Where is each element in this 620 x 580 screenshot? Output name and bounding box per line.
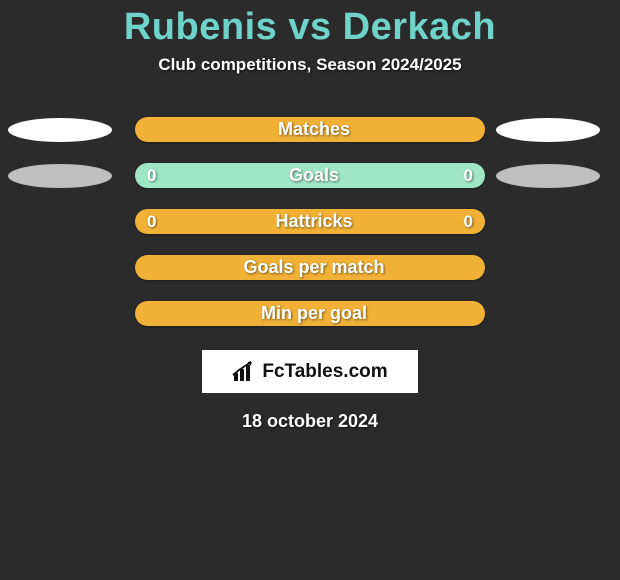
bar-chart-icon	[232, 361, 258, 383]
stat-row-goals: 0 Goals 0	[0, 163, 620, 188]
stats-rows: Matches 0 Goals 0 0 Hattricks 0 Goals pe…	[0, 117, 620, 326]
stat-value-right: 0	[464, 212, 473, 232]
stat-label: Matches	[278, 119, 350, 140]
fctables-logo: FcTables.com	[202, 350, 418, 393]
stat-label: Min per goal	[261, 303, 367, 324]
stat-row-goals-per-match: Goals per match	[0, 255, 620, 280]
stat-label: Goals per match	[243, 257, 384, 278]
logo-text: FcTables.com	[262, 361, 387, 383]
stat-pill: 0 Goals 0	[135, 163, 485, 188]
stat-label: Goals	[289, 165, 339, 186]
stat-pill: Min per goal	[135, 301, 485, 326]
stat-pill: Matches	[135, 117, 485, 142]
stat-pill: 0 Hattricks 0	[135, 209, 485, 234]
player-right-ellipse	[496, 118, 600, 142]
player-left-ellipse	[8, 118, 112, 142]
stat-row-matches: Matches	[0, 117, 620, 142]
stat-label: Hattricks	[275, 211, 352, 232]
player-right-ellipse	[496, 164, 600, 188]
player-left-ellipse	[8, 164, 112, 188]
date-text: 18 october 2024	[0, 411, 620, 432]
stat-value-left: 0	[147, 212, 156, 232]
stat-row-hattricks: 0 Hattricks 0	[0, 209, 620, 234]
stat-row-min-per-goal: Min per goal	[0, 301, 620, 326]
stat-pill: Goals per match	[135, 255, 485, 280]
page-title: Rubenis vs Derkach	[0, 0, 620, 49]
subtitle: Club competitions, Season 2024/2025	[0, 55, 620, 75]
stat-value-left: 0	[147, 166, 156, 186]
stat-value-right: 0	[464, 166, 473, 186]
